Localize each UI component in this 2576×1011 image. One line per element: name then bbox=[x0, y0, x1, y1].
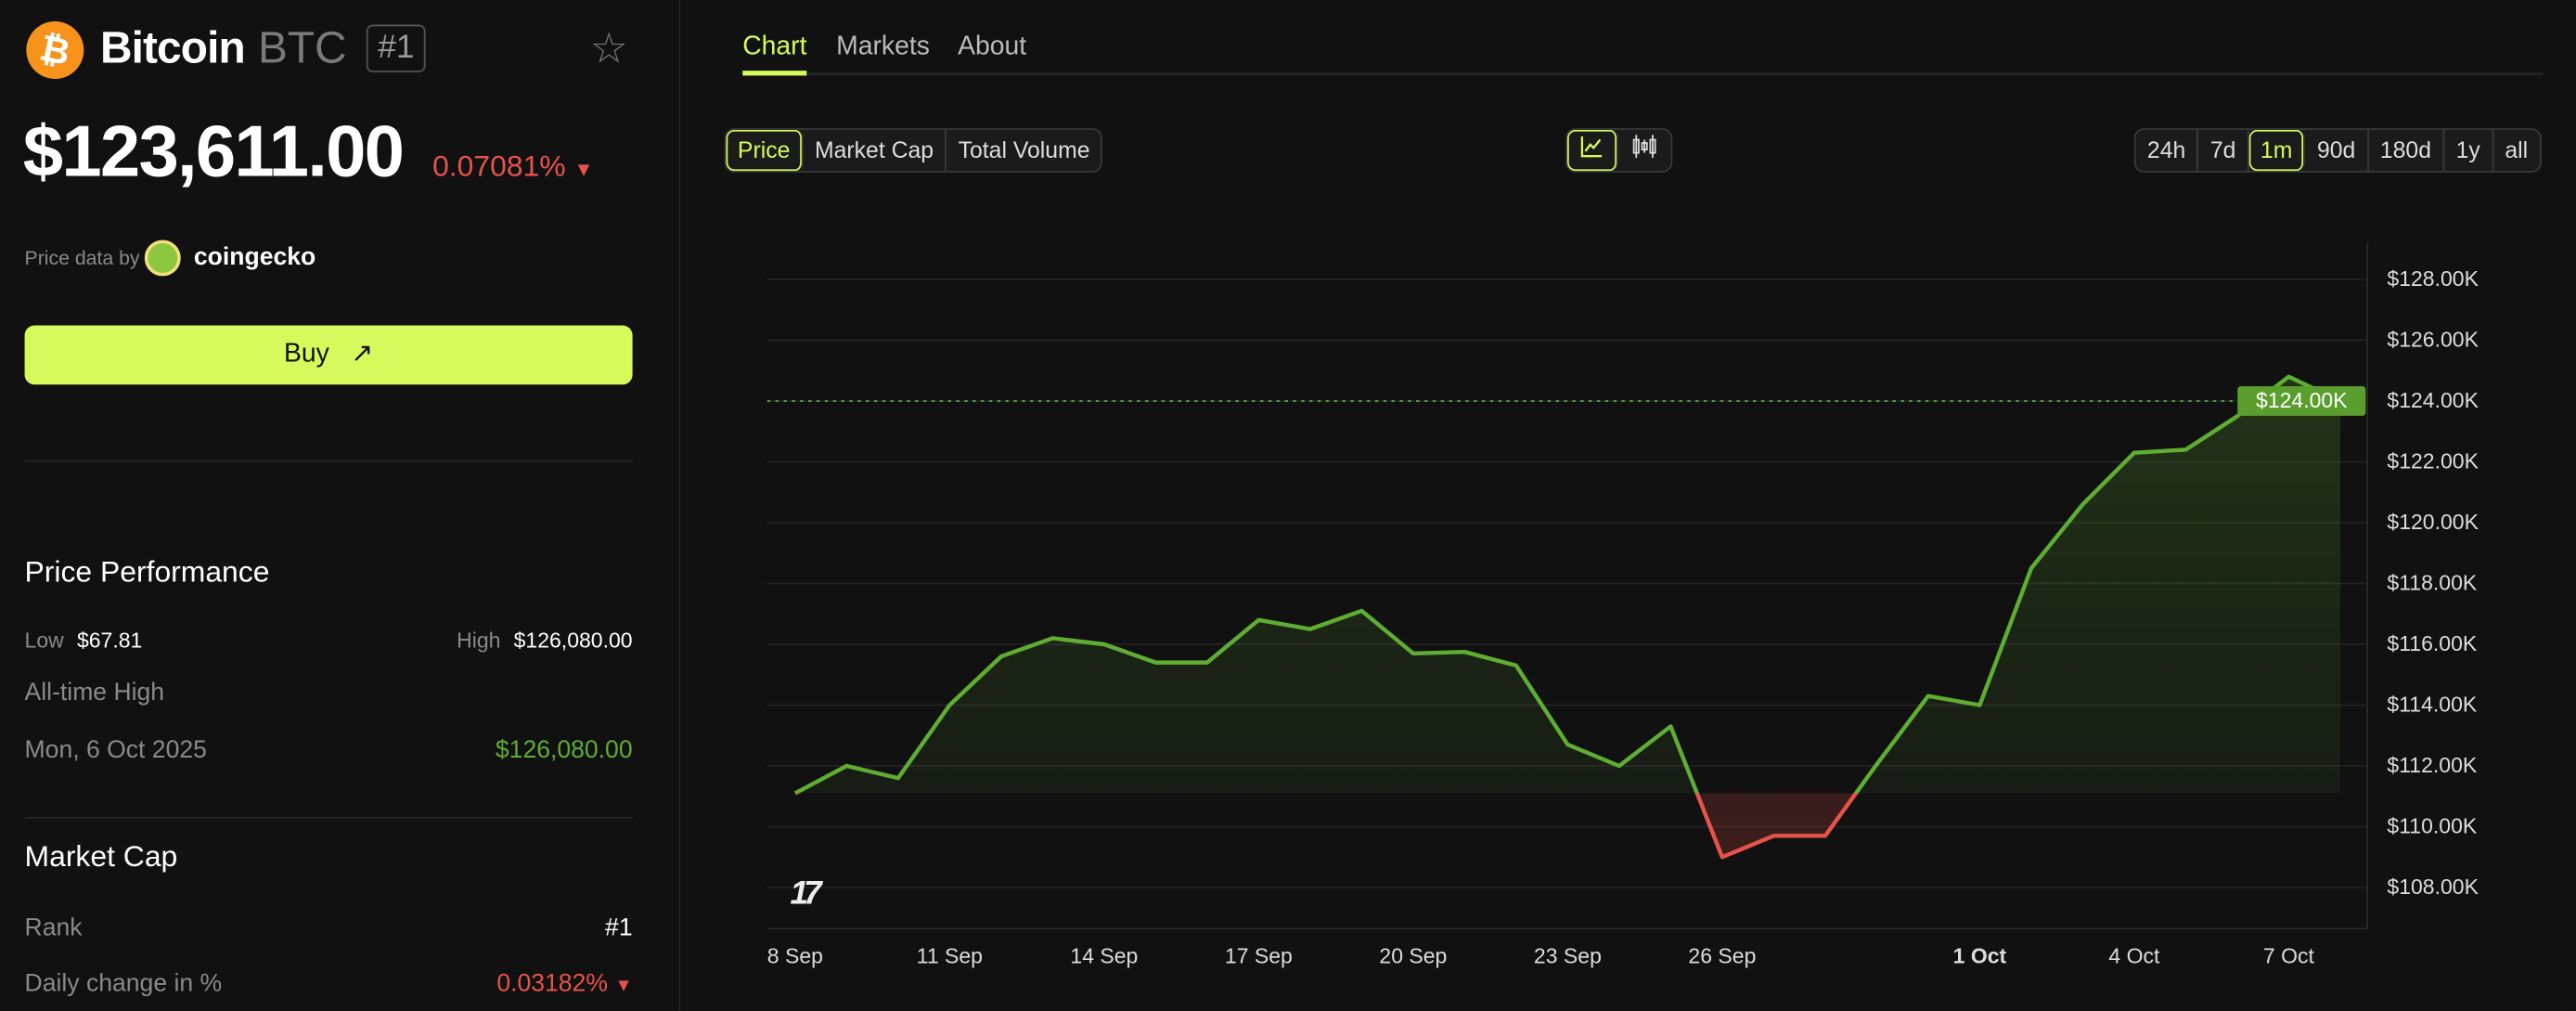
low-value: $67.81 bbox=[76, 628, 143, 653]
caret-down-icon: ▼ bbox=[573, 157, 594, 181]
rank-badge: #1 bbox=[366, 24, 426, 72]
chart-type-selector bbox=[1565, 128, 1673, 173]
tab-underline bbox=[742, 71, 2544, 76]
price-source-label: Price data by bbox=[24, 246, 140, 270]
metric-market-cap-button[interactable]: Market Cap bbox=[804, 129, 947, 172]
range-1m-button[interactable]: 1m bbox=[2249, 129, 2306, 172]
rank-value: #1 bbox=[605, 914, 633, 942]
price-change: 0.07081% ▼ bbox=[432, 149, 593, 184]
x-tick-label: 17 Sep bbox=[1224, 943, 1293, 968]
daily-change-label: Daily change in % bbox=[24, 969, 223, 998]
y-tick-label: $128.00K bbox=[2387, 266, 2479, 292]
low-label: Low bbox=[24, 628, 64, 653]
x-tick-label: 20 Sep bbox=[1379, 943, 1448, 968]
tradingview-logo: 17 bbox=[790, 875, 822, 913]
panel-divider bbox=[678, 0, 680, 1011]
rank-label: Rank bbox=[24, 914, 83, 942]
x-tick-label: 8 Sep bbox=[766, 943, 823, 968]
coin-name: Bitcoin bbox=[99, 22, 246, 72]
y-tick-label: $126.00K bbox=[2387, 327, 2479, 352]
low-high-row: Low $67.81 High $126,080.00 bbox=[25, 628, 633, 653]
price-source-provider[interactable]: coingecko bbox=[193, 243, 316, 272]
metric-price-button[interactable]: Price bbox=[727, 129, 804, 172]
daily-change-row: Daily change in % 0.03182% ▼ bbox=[25, 970, 633, 998]
section-divider bbox=[24, 460, 633, 462]
line-chart-icon[interactable] bbox=[1567, 129, 1618, 172]
buy-button[interactable]: Buy ↗ bbox=[24, 325, 633, 385]
coingecko-logo-icon bbox=[144, 240, 181, 277]
x-tick-label: 26 Sep bbox=[1688, 943, 1757, 968]
metric-total-volume-button[interactable]: Total Volume bbox=[958, 136, 1090, 163]
coin-symbol: BTC bbox=[257, 22, 347, 72]
range-24h-button[interactable]: 24h bbox=[2136, 129, 2199, 172]
y-tick-label: $124.00K bbox=[2387, 387, 2479, 413]
x-tick-label: 7 Oct bbox=[2262, 943, 2314, 968]
y-tick-label: $108.00K bbox=[2387, 874, 2479, 900]
current-price-tag: $124.00K bbox=[2237, 386, 2366, 416]
y-tick-label: $114.00K bbox=[2387, 692, 2478, 717]
x-tick-label: 4 Oct bbox=[2108, 943, 2160, 968]
tab-about[interactable]: About bbox=[958, 32, 1027, 61]
x-axis: 8 Sep 11 Sep 14 Sep 17 Sep 20 Sep 23 Sep 26 Se… bbox=[767, 0, 2410, 1011]
price-row: $123,611.00 0.07081% ▼ bbox=[23, 111, 594, 194]
market-cap-title: Market Cap bbox=[24, 839, 178, 874]
range-7d-button[interactable]: 7d bbox=[2198, 129, 2249, 172]
price-change-value: 0.07081% bbox=[432, 149, 566, 183]
price-performance-title: Price Performance bbox=[24, 555, 270, 589]
ath-date: Mon, 6 Oct 2025 bbox=[24, 736, 207, 765]
metric-selector: Price Market Cap Total Volume bbox=[724, 128, 1103, 173]
y-tick-label: $122.00K bbox=[2387, 448, 2479, 473]
ath-label: All-time High bbox=[24, 679, 165, 707]
y-tick-label: $118.00K bbox=[2387, 570, 2478, 595]
current-price: $123,611.00 bbox=[22, 111, 405, 193]
range-selector: 24h 7d 1m 90d 180d 1y all bbox=[2133, 128, 2542, 173]
ath-row: Mon, 6 Oct 2025 $126,080.00 bbox=[25, 736, 633, 764]
high-label: High bbox=[457, 628, 501, 653]
rank-row: Rank #1 bbox=[25, 914, 633, 941]
star-icon[interactable]: ☆ bbox=[589, 22, 628, 72]
ath-value: $126,080.00 bbox=[495, 736, 633, 765]
active-tab-indicator bbox=[742, 71, 807, 76]
range-90d-button[interactable]: 90d bbox=[2306, 129, 2369, 172]
coin-title: Bitcoin BTC #1 bbox=[100, 23, 426, 74]
price-line-up bbox=[793, 374, 2341, 794]
y-tick-label: $116.00K bbox=[2387, 630, 2478, 656]
y-tick-label: $110.00K bbox=[2387, 813, 2478, 838]
arrow-up-right-icon: ↗ bbox=[351, 340, 374, 369]
y-tick-label: $112.00K bbox=[2387, 752, 2478, 778]
y-tick-label: $120.00K bbox=[2387, 509, 2479, 535]
tab-markets[interactable]: Markets bbox=[836, 32, 930, 61]
caret-down-icon: ▼ bbox=[614, 976, 633, 996]
x-tick-label: 23 Sep bbox=[1533, 943, 1602, 968]
buy-label: Buy bbox=[283, 340, 329, 369]
x-tick-label: 11 Sep bbox=[916, 943, 984, 968]
range-all-button[interactable]: all bbox=[2505, 136, 2529, 163]
candlestick-icon[interactable] bbox=[1618, 130, 1671, 171]
daily-change: 0.03182% ▼ bbox=[496, 970, 632, 998]
x-tick-label: 1 Oct bbox=[1952, 943, 2007, 968]
area-fill-up bbox=[794, 376, 2340, 794]
range-180d-button[interactable]: 180d bbox=[2368, 129, 2445, 172]
tab-chart[interactable]: Chart bbox=[742, 32, 807, 61]
daily-change-value: 0.03182% bbox=[496, 969, 608, 998]
x-tick-label: 14 Sep bbox=[1070, 943, 1139, 968]
high-value: $126,080.00 bbox=[513, 628, 633, 653]
section-divider bbox=[24, 816, 633, 819]
range-1y-button[interactable]: 1y bbox=[2444, 129, 2493, 172]
